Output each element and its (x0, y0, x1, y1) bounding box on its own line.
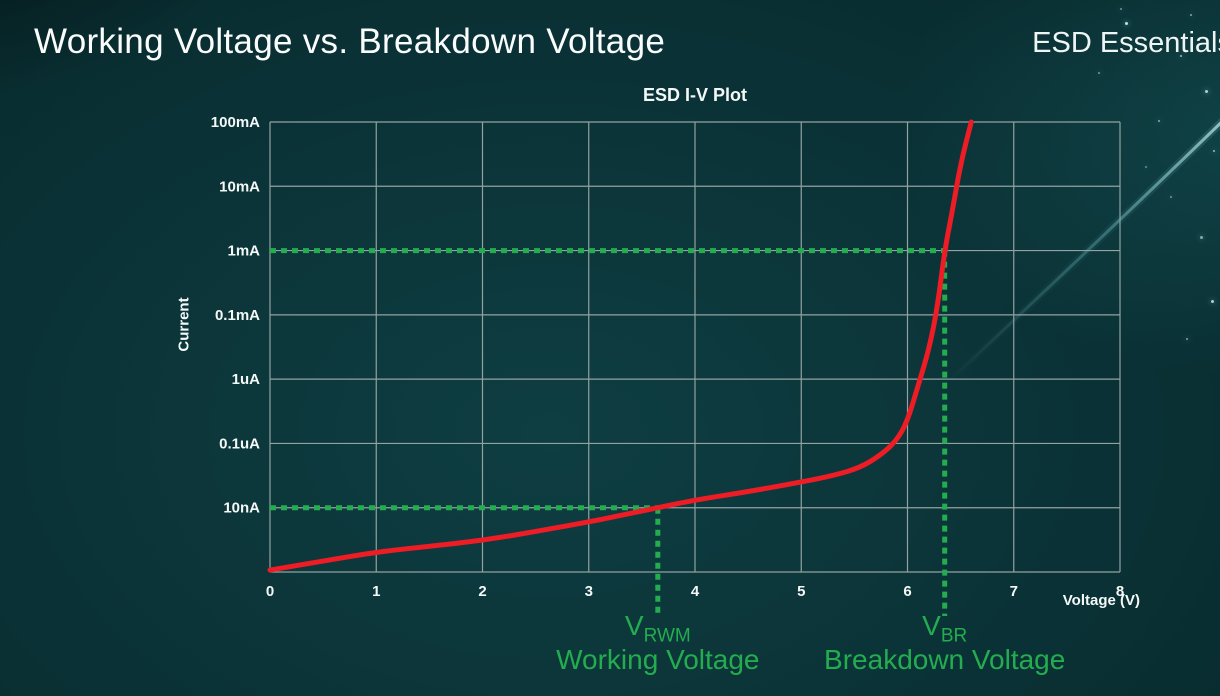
sparkle-dot (1120, 8, 1122, 10)
vrwm-label: VRWM (624, 610, 691, 647)
page-title: Working Voltage vs. Breakdown Voltage (34, 22, 666, 61)
sparkle-dot (1125, 22, 1128, 25)
working-voltage-caption: Working Voltage (556, 644, 760, 675)
y-tick-label: 100mA (211, 114, 260, 131)
sparkle-dot (1158, 120, 1160, 122)
vbr-symbol: V (922, 610, 941, 641)
sparkle-dot (1205, 90, 1208, 93)
sparkle-dot (1145, 166, 1147, 168)
sparkle-dot (1170, 196, 1172, 198)
x-tick-label: 4 (691, 583, 700, 600)
y-axis-title: Current (175, 297, 193, 352)
iv-curve (267, 119, 974, 573)
x-axis-title: Voltage (V) (1062, 592, 1140, 609)
sparkle-dot (1213, 150, 1215, 152)
sparkle-dot (1200, 236, 1203, 239)
chart-title: ESD I-V Plot (642, 85, 747, 105)
x-tick-label: 2 (478, 583, 486, 600)
vbr-subscript: BR (940, 625, 968, 647)
x-tick-label: 3 (585, 583, 593, 600)
sparkle-dot (1190, 14, 1192, 16)
y-tick-label: 0.1mA (215, 307, 260, 324)
vrwm-subscript: RWM (643, 625, 691, 647)
breakdown-voltage-caption: Breakdown Voltage (824, 644, 1066, 675)
x-tick-label: 0 (266, 583, 274, 600)
x-tick-label: 6 (903, 583, 911, 600)
sparkle-dot (1098, 72, 1100, 74)
brand-text: ESD Essentials (1032, 27, 1220, 59)
vbr-label: VBR (922, 610, 968, 647)
light-streak-glow (945, 118, 1220, 385)
sparkle-dot (1211, 300, 1214, 303)
sparkle-dot (1186, 338, 1188, 340)
y-tick-label: 1mA (227, 243, 260, 260)
y-tick-label: 1uA (232, 371, 261, 388)
sparkle-dot (1180, 55, 1182, 57)
light-streak (946, 121, 1220, 384)
y-tick-label: 0.1uA (219, 435, 260, 452)
vrwm-symbol: V (624, 610, 644, 641)
y-tick-label: 10nA (223, 500, 260, 517)
y-tick-label: 10mA (219, 178, 260, 195)
x-tick-label: 1 (372, 583, 380, 600)
x-tick-label: 5 (797, 583, 805, 600)
